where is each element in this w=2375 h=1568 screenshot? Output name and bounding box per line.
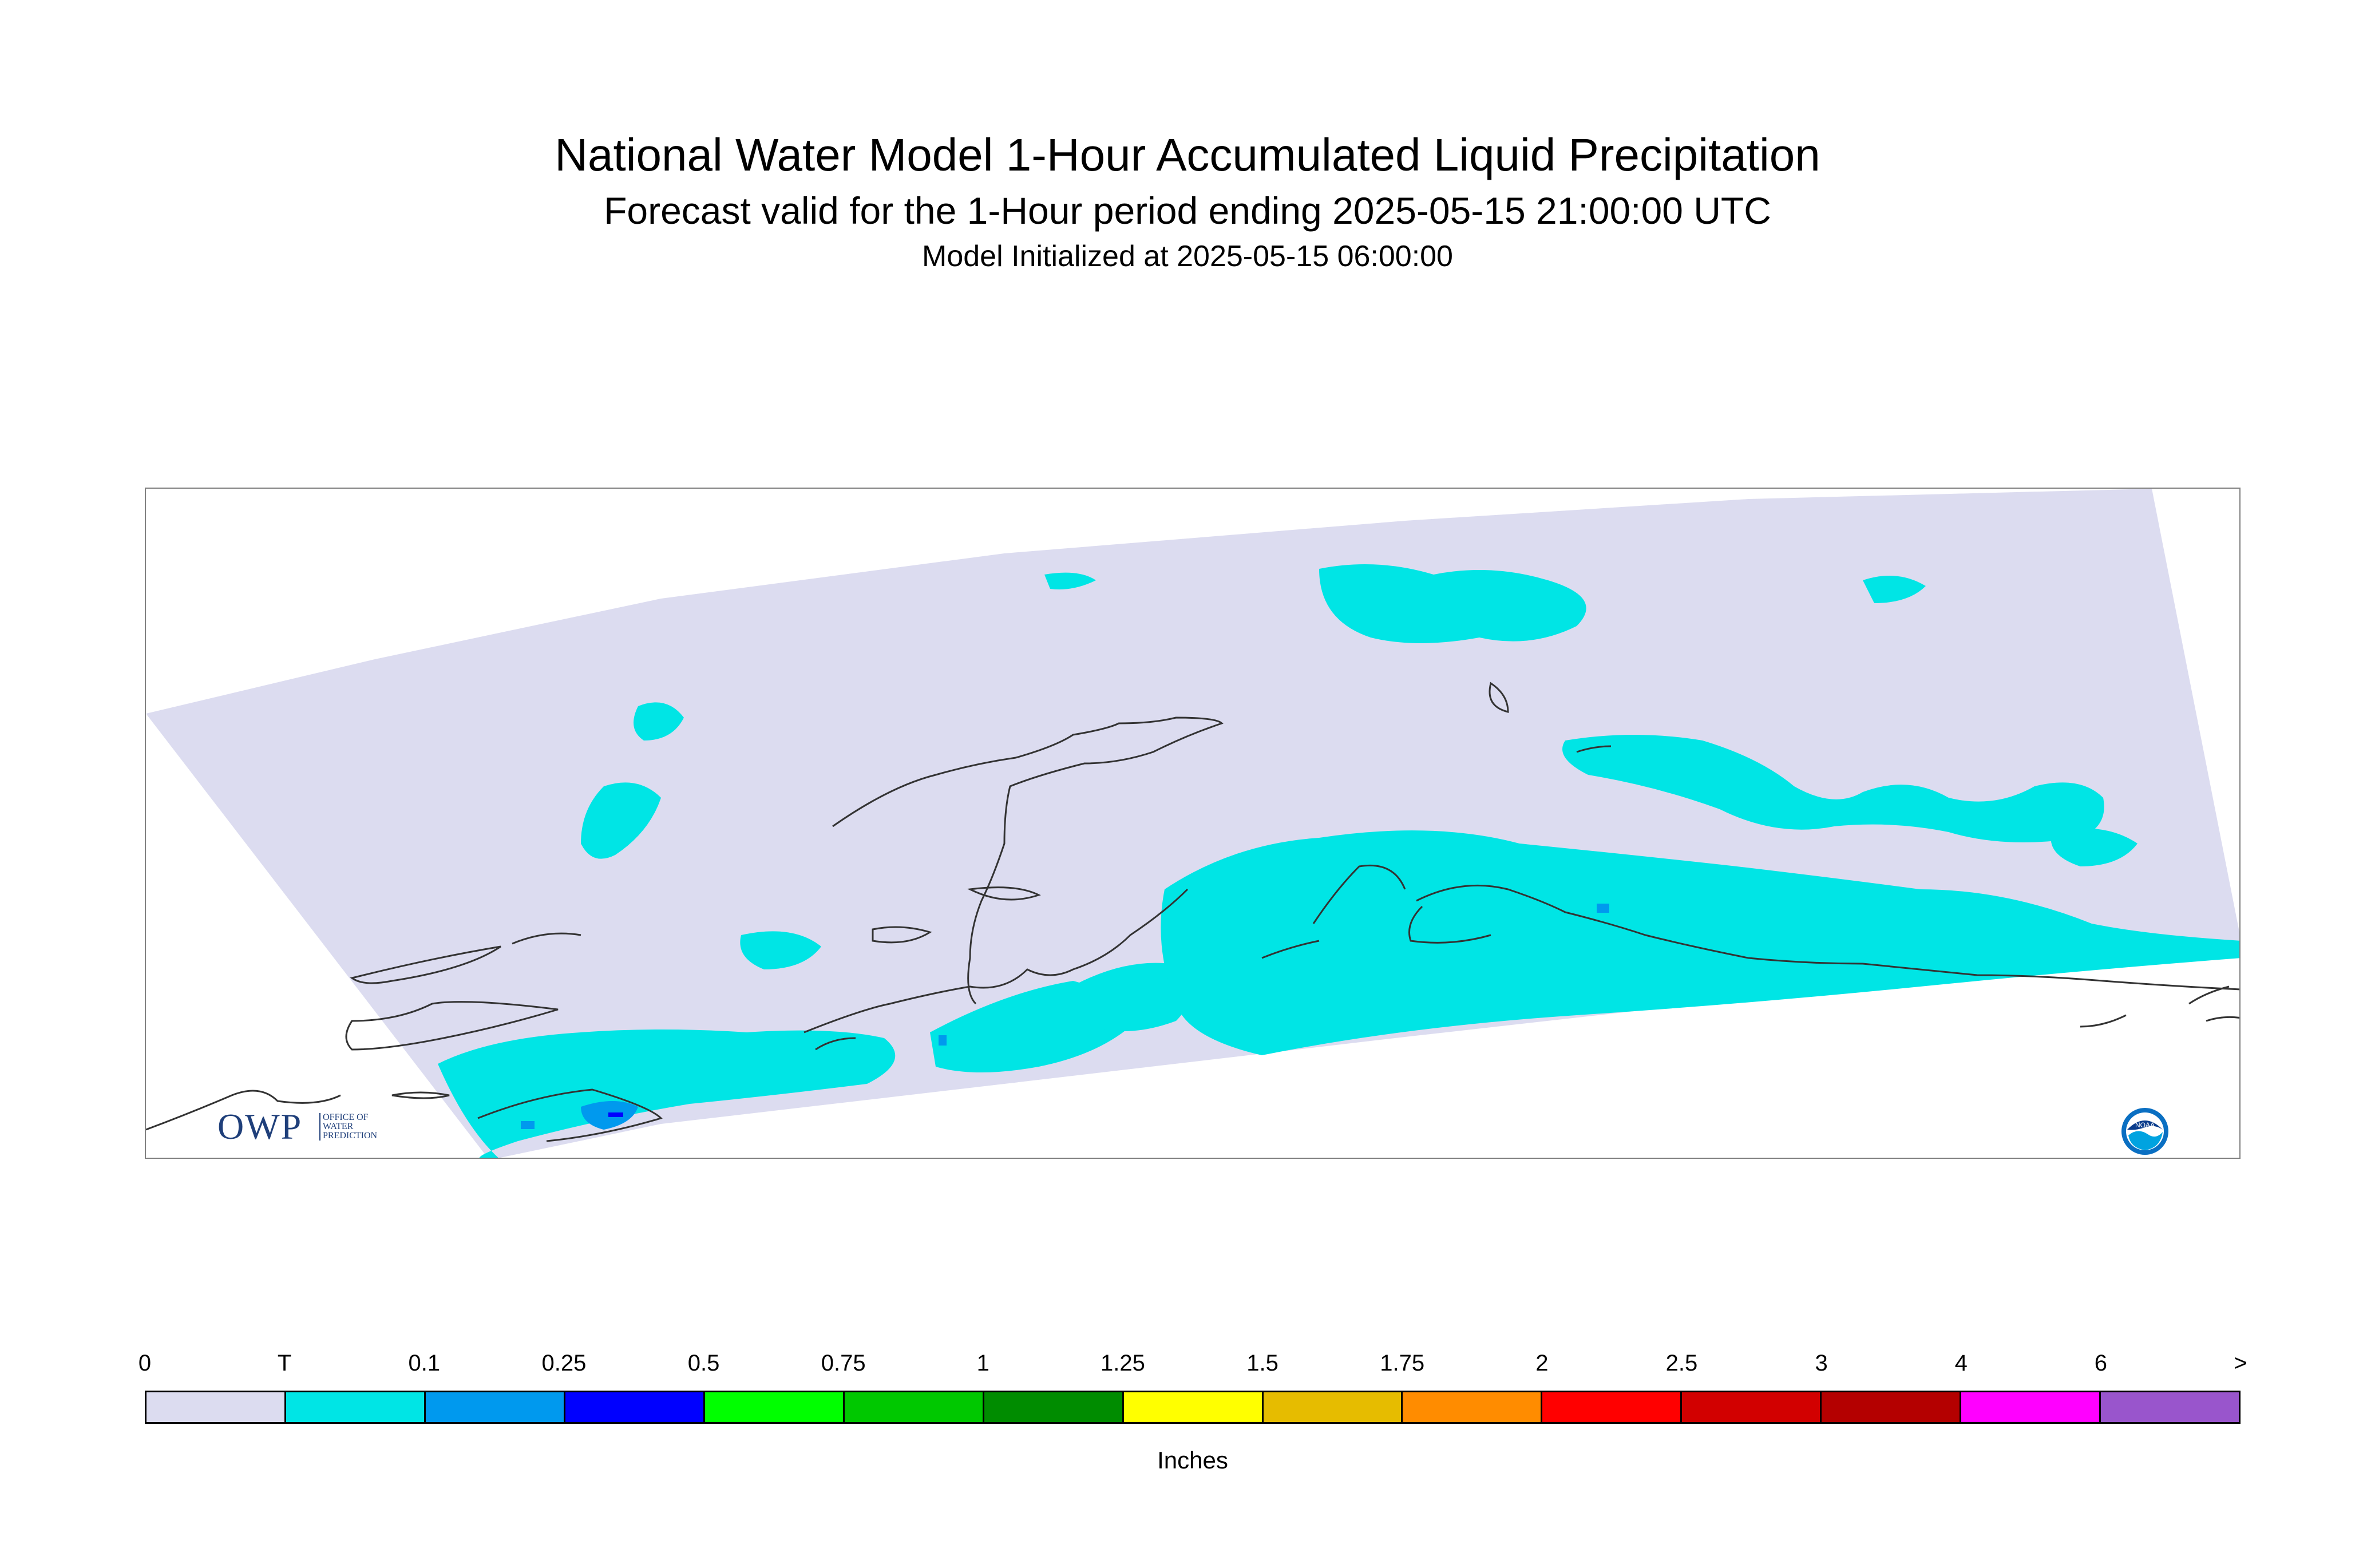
legend-swatch xyxy=(1403,1392,1543,1422)
precip-light xyxy=(438,564,2239,1158)
owp-logo-letters: OWP xyxy=(217,1106,303,1147)
noaa-logo-wave xyxy=(2128,1131,2163,1150)
model-init-line: Model Initialized at 2025-05-15 06:00:00 xyxy=(922,240,1453,273)
coastlines xyxy=(146,682,2239,1142)
legend-tick-label: 1.25 xyxy=(1100,1351,1145,1376)
legend-swatch xyxy=(565,1392,705,1422)
legend-tick-label: 1.75 xyxy=(1380,1351,1425,1376)
legend-tick-label: 1 xyxy=(976,1351,989,1376)
noaa-logo-bird xyxy=(2127,1120,2163,1130)
legend-units-label: Inches xyxy=(1157,1447,1228,1474)
legend-tick-label: 2 xyxy=(1535,1351,1549,1376)
legend-tick-label: 0.75 xyxy=(821,1351,866,1376)
owp-logo-text: OFFICE OF WATER PREDICTION xyxy=(319,1113,377,1141)
map-title: National Water Model 1-Hour Accumulated … xyxy=(555,129,1820,180)
legend-swatch xyxy=(844,1392,984,1422)
legend-swatch xyxy=(147,1392,286,1422)
owp-logo: OWP OFFICE OF WATER PREDICTION xyxy=(217,1106,412,1147)
owp-line-1: OFFICE OF xyxy=(323,1112,369,1122)
legend-tick-label: T xyxy=(277,1351,292,1376)
legend-tick-label: 0.25 xyxy=(541,1351,587,1376)
owp-line-2: WATER xyxy=(323,1122,354,1131)
legend-swatch xyxy=(1682,1392,1822,1422)
precipitation-map xyxy=(146,489,2239,1158)
map-subtitle: Forecast valid for the 1-Hour period end… xyxy=(604,189,1771,232)
legend-tick-label: > xyxy=(2234,1351,2247,1376)
precip-heavy xyxy=(608,1112,623,1117)
legend-tick-label: 0 xyxy=(138,1351,152,1376)
legend-swatch xyxy=(2101,1392,2239,1422)
legend-swatch xyxy=(1542,1392,1683,1422)
legend-tick-label: 4 xyxy=(1954,1351,1968,1376)
legend-tick-label: 0.1 xyxy=(408,1351,441,1376)
legend-swatch xyxy=(984,1392,1124,1422)
legend-tick-label: 2.5 xyxy=(1665,1351,1698,1376)
legend-swatch xyxy=(1123,1392,1264,1422)
legend-swatch xyxy=(704,1392,845,1422)
colorbar xyxy=(145,1391,2241,1424)
outside-domain xyxy=(146,714,488,1158)
legend-tick-label: 0.5 xyxy=(687,1351,720,1376)
legend-swatch xyxy=(1961,1392,2101,1422)
legend-swatch xyxy=(1822,1392,1962,1422)
owp-line-3: PREDICTION xyxy=(323,1131,378,1141)
legend-tick-label: 3 xyxy=(1815,1351,1828,1376)
legend-swatch xyxy=(425,1392,565,1422)
legend-swatch xyxy=(286,1392,426,1422)
noaa-logo: NOAA xyxy=(2121,1108,2168,1155)
map-panel: OWP OFFICE OF WATER PREDICTION NOAA xyxy=(145,488,2241,1159)
noaa-logo-text: NOAA xyxy=(2135,1121,2155,1129)
legend-tick-label: 6 xyxy=(2094,1351,2107,1376)
legend-tick-label: 1.5 xyxy=(1246,1351,1278,1376)
legend-swatch xyxy=(1263,1392,1403,1422)
